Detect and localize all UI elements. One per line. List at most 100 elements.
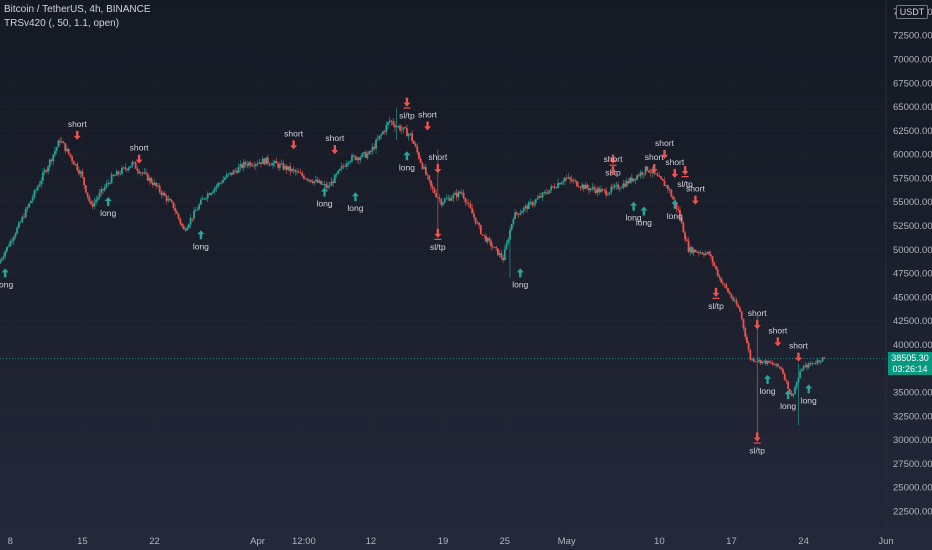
candle-body xyxy=(35,189,37,191)
candle xyxy=(473,209,475,221)
time-tick-label: Apr xyxy=(250,536,265,547)
candle xyxy=(407,132,410,141)
signal-sl-tp: sl/tp xyxy=(708,287,724,311)
candle-body xyxy=(28,203,31,208)
price-axis[interactable]: 22500.00 25000.00 27500.00 30000.00 32500.00… xyxy=(885,0,932,530)
indicator-title[interactable]: TRSv420 (, 50, 1.1, open) xyxy=(4,18,120,29)
price-tick-label: 70000.00 xyxy=(893,54,932,65)
candle-body xyxy=(656,174,659,177)
candle xyxy=(253,161,256,169)
candle-body xyxy=(304,178,307,180)
candle xyxy=(622,179,625,190)
candle-body xyxy=(311,181,314,183)
candle-body xyxy=(115,171,118,176)
candle xyxy=(593,184,596,193)
candle xyxy=(737,303,740,309)
candle-body xyxy=(660,176,662,179)
candle xyxy=(76,161,79,173)
candle-body xyxy=(782,369,784,374)
candle xyxy=(460,188,463,196)
arrow-up-icon xyxy=(630,201,638,211)
candle-body xyxy=(129,165,132,168)
candle xyxy=(723,283,726,289)
symbol-title[interactable]: Bitcoin / TetherUS, 4h, BINANCE xyxy=(4,4,151,15)
candle xyxy=(236,167,238,175)
candle-body xyxy=(158,185,161,192)
candle-body xyxy=(809,363,812,365)
price-tick-label: 65000.00 xyxy=(893,102,932,113)
candle-body xyxy=(416,146,419,153)
candle-body xyxy=(551,186,554,188)
candle xyxy=(709,250,712,260)
candle xyxy=(241,162,244,170)
candle-body xyxy=(43,170,46,173)
candle xyxy=(225,171,228,179)
candle-body xyxy=(406,128,408,137)
candle-body xyxy=(292,169,295,171)
candle-body xyxy=(308,179,310,181)
price-tick-label: 55000.00 xyxy=(893,197,932,208)
candle xyxy=(177,213,180,221)
candle xyxy=(718,273,721,281)
candle-body xyxy=(199,199,202,205)
candle xyxy=(28,202,31,208)
candle xyxy=(469,200,472,210)
candle-body xyxy=(139,172,142,174)
candle-body xyxy=(194,210,197,212)
candle xyxy=(785,378,788,384)
candle xyxy=(474,217,477,226)
candle xyxy=(522,206,525,215)
candle-body xyxy=(569,177,571,180)
candle xyxy=(148,175,151,185)
candle xyxy=(78,166,80,176)
candle-body xyxy=(819,361,822,363)
candle-body xyxy=(550,186,553,190)
candle-body xyxy=(100,189,103,193)
candle xyxy=(715,265,717,271)
candle xyxy=(265,157,268,165)
candle xyxy=(88,195,91,204)
candle-body xyxy=(630,177,633,182)
candle xyxy=(455,189,458,201)
arrow-down-icon xyxy=(753,320,761,330)
candle-body xyxy=(165,195,168,201)
candle-body xyxy=(608,192,611,195)
candle-body xyxy=(529,201,532,203)
time-axis[interactable]: 8 15 22 Apr 12:00 12 19 25 May 10 17 24 Jun xyxy=(8,536,894,547)
currency-label[interactable]: USDT xyxy=(896,5,928,19)
candle xyxy=(642,173,645,179)
candle xyxy=(624,179,626,188)
candle-body xyxy=(746,336,748,344)
candle-body xyxy=(737,305,740,308)
price-tick-label: 67500.00 xyxy=(893,78,932,89)
candle xyxy=(351,152,353,164)
candle xyxy=(124,163,127,172)
candle xyxy=(328,181,331,189)
candle xyxy=(423,164,426,170)
arrow-down-icon xyxy=(73,130,81,140)
candle-body xyxy=(742,318,745,329)
signal-label: sl/tp xyxy=(399,111,415,121)
candle-body xyxy=(629,177,632,184)
candle-body xyxy=(469,203,472,209)
candle xyxy=(330,177,333,186)
candle-body xyxy=(5,246,8,252)
signal-label: short xyxy=(686,184,706,194)
exit-marker-icon xyxy=(403,97,411,107)
candle xyxy=(708,250,711,256)
signal-label: short xyxy=(768,325,788,335)
candle xyxy=(357,156,360,165)
candle-body xyxy=(445,198,448,200)
candle-body xyxy=(588,187,590,191)
candle xyxy=(538,192,541,199)
candle xyxy=(572,178,575,185)
candle-body xyxy=(249,162,252,166)
candle xyxy=(67,148,70,156)
arrow-down-icon xyxy=(691,195,699,205)
candle-body xyxy=(522,207,525,212)
signal-markers: long short long short long short long short long… xyxy=(0,97,817,456)
candle xyxy=(174,204,177,215)
candle xyxy=(218,181,221,187)
candle-body xyxy=(721,282,724,284)
